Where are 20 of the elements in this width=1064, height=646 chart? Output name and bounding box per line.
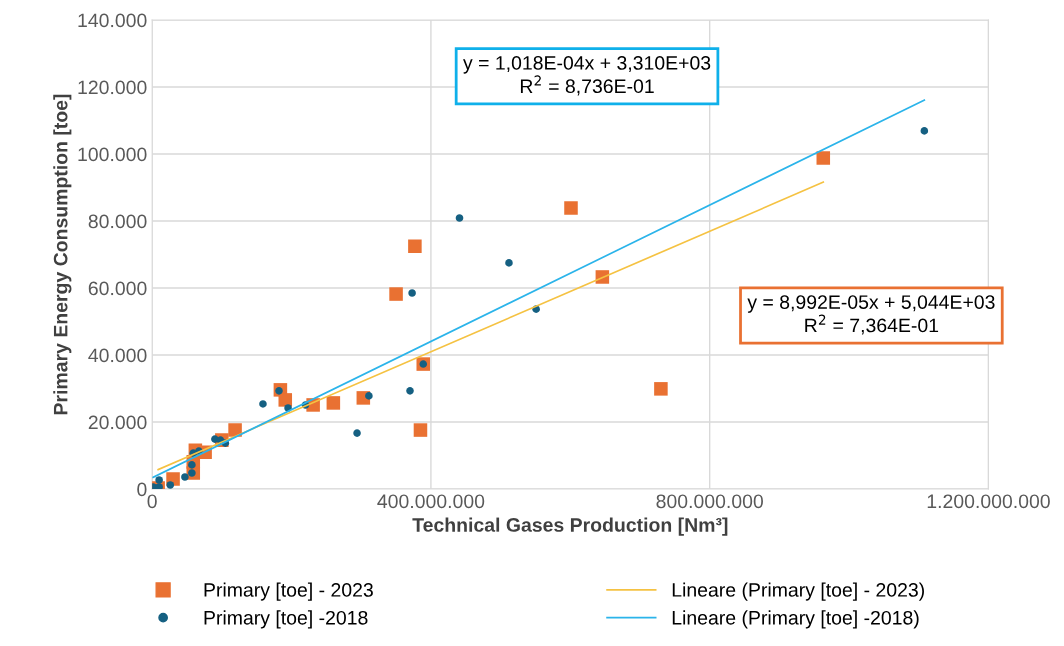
y-tick-label: 100.000 [78,147,147,162]
x-tick-label: 400.000.000 [377,494,485,509]
annotation: y = 8,992E-05x + 5,044E+03 R$^{2}$ = 7,364E-01 [747,295,995,335]
annotation: y = 1,018E-04x + 3,310E+03 R$^{2}$ = 8,736E-01 [463,56,711,96]
y-tick-label: 40.000 [88,348,147,363]
y-axis-title: Primary Energy Consumption [toe] [53,94,72,415]
legend-label: Primary [toe] -2018 [204,610,368,629]
x-axis-title: Technical Gases Production [Nm³] [412,517,728,536]
y-tick-label: 20.000 [88,415,147,430]
y-tick-label: 140.000 [78,13,147,28]
legend-label: Lineare (Primary [toe] -2018) [672,610,919,629]
legend-label: Primary [toe] - 2023 [204,582,373,601]
y-tick-label: 0 [137,482,147,497]
legend-label: Lineare (Primary [toe] - 2023) [672,582,924,601]
x-tick-label: 800.000.000 [656,494,763,509]
x-tick-label: 1.200.000.000 [927,494,1050,509]
x-tick-label: 0 [147,494,157,509]
y-tick-label: 60.000 [88,281,147,296]
y-tick-label: 120.000 [78,80,147,95]
y-tick-label: 80.000 [88,214,147,229]
